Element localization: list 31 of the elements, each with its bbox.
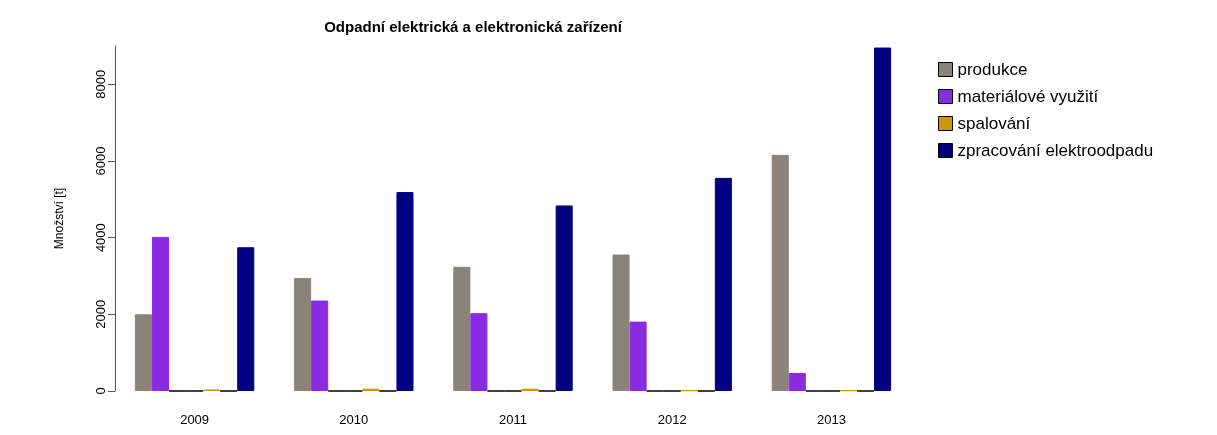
bar — [453, 266, 471, 391]
bar — [555, 205, 573, 391]
y-tick-label: 6000 — [93, 146, 108, 176]
y-axis-title: Množství [t] — [52, 187, 66, 250]
y-tick-label: 2000 — [93, 299, 108, 329]
legend-label: materiálové využití — [957, 87, 1099, 106]
x-tick-label: 2010 — [339, 412, 369, 427]
bar — [788, 372, 806, 391]
x-tick-label: 2011 — [499, 412, 527, 427]
x-tick-label: 2013 — [816, 412, 846, 427]
bar — [714, 177, 732, 391]
legend-label: spalování — [957, 114, 1031, 133]
x-tick-label: 2012 — [657, 412, 687, 427]
y-tick-label: 8000 — [93, 69, 108, 99]
y-tick-label: 0 — [93, 387, 108, 395]
legend-label: zpracování elektroodpadu — [957, 141, 1154, 160]
bar — [874, 47, 892, 391]
bar — [311, 300, 329, 391]
bar — [134, 314, 152, 391]
bar — [629, 321, 647, 391]
chart-title: Odpadní elektrická a elektronická zařízení — [324, 18, 623, 35]
bar — [396, 192, 414, 391]
bar — [470, 313, 488, 391]
x-tick-label: 2009 — [180, 412, 210, 427]
bar — [237, 247, 255, 391]
legend-label: produkce — [957, 60, 1028, 79]
bar — [771, 154, 789, 391]
y-tick-label: 4000 — [93, 223, 108, 253]
bar — [294, 277, 312, 391]
bar — [151, 236, 170, 391]
bar — [612, 254, 630, 391]
